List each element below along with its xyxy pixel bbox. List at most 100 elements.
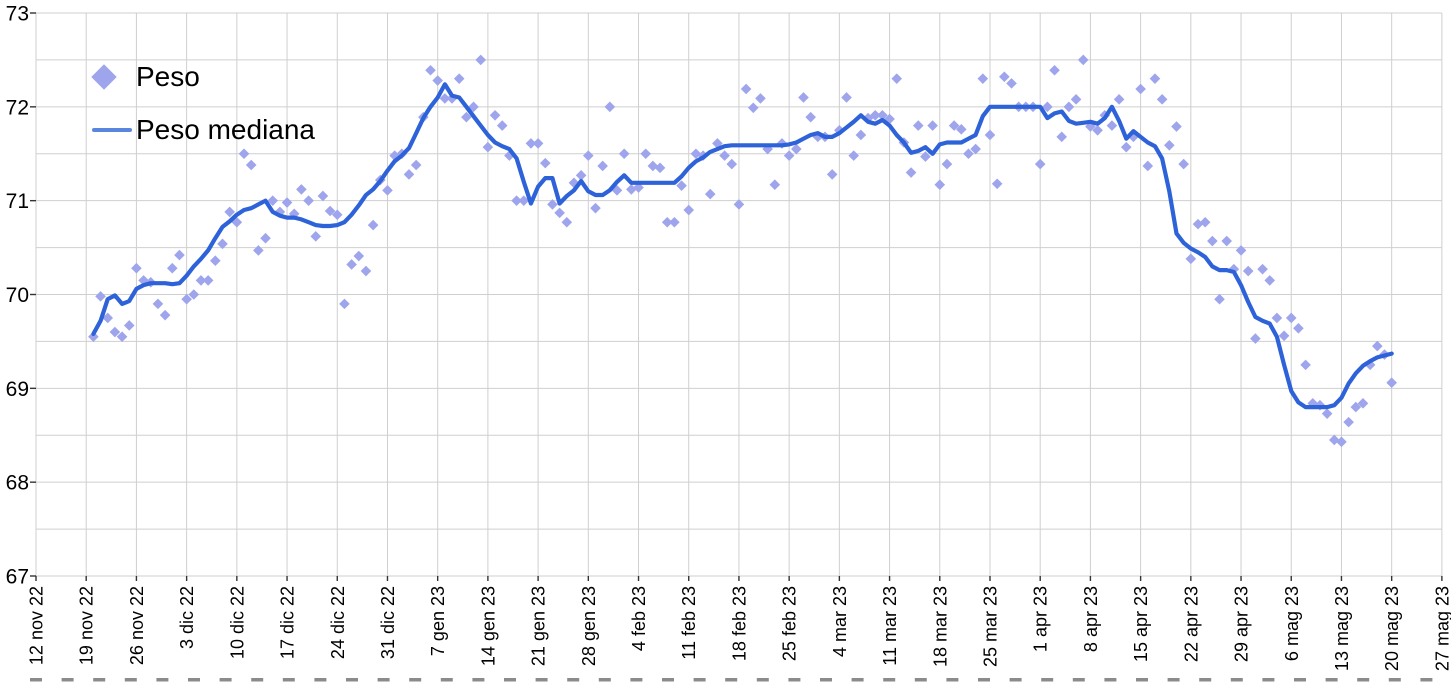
- scatter-point[interactable]: [783, 150, 795, 161]
- scatter-point[interactable]: [1006, 78, 1017, 89]
- scatter-point[interactable]: [934, 179, 946, 191]
- scatter-point[interactable]: [123, 320, 135, 331]
- scatter-point[interactable]: [1372, 340, 1383, 352]
- scatter-point[interactable]: [1250, 333, 1261, 344]
- scatter-point[interactable]: [647, 160, 659, 172]
- scatter-point[interactable]: [511, 195, 522, 206]
- scatter-point[interactable]: [999, 71, 1010, 83]
- scatter-point[interactable]: [317, 190, 329, 202]
- scatter-point[interactable]: [719, 150, 730, 161]
- scatter-point[interactable]: [539, 157, 551, 169]
- scatter-point[interactable]: [877, 109, 888, 121]
- scatter-point[interactable]: [152, 298, 164, 310]
- scatter-point[interactable]: [109, 326, 121, 338]
- scatter-point[interactable]: [661, 216, 673, 228]
- scatter-point[interactable]: [489, 109, 501, 121]
- scatter-point[interactable]: [1128, 131, 1139, 143]
- scatter-point[interactable]: [195, 275, 207, 286]
- scatter-point[interactable]: [683, 204, 695, 216]
- scatter-point[interactable]: [439, 93, 451, 104]
- scatter-point[interactable]: [654, 162, 666, 174]
- scatter-point[interactable]: [504, 150, 515, 161]
- scatter-point[interactable]: [676, 180, 687, 191]
- scatter-point[interactable]: [224, 206, 235, 218]
- scatter-point[interactable]: [518, 195, 530, 206]
- scatter-point[interactable]: [769, 179, 781, 191]
- scatter-point[interactable]: [1049, 64, 1060, 76]
- scatter-point[interactable]: [138, 275, 149, 286]
- scatter-point[interactable]: [970, 143, 981, 155]
- scatter-point[interactable]: [798, 92, 809, 103]
- scatter-point[interactable]: [640, 148, 651, 160]
- scatter-point[interactable]: [1336, 436, 1347, 448]
- scatter-point[interactable]: [1171, 121, 1182, 132]
- scatter-point[interactable]: [575, 170, 587, 181]
- scatter-point[interactable]: [360, 265, 372, 277]
- scatter-point[interactable]: [1242, 265, 1254, 277]
- scatter-point[interactable]: [841, 92, 852, 103]
- scatter-point[interactable]: [1185, 253, 1197, 265]
- scatter-point[interactable]: [238, 148, 250, 160]
- scatter-point[interactable]: [166, 262, 178, 274]
- scatter-point[interactable]: [1321, 408, 1333, 419]
- scatter-point[interactable]: [855, 129, 867, 141]
- scatter-point[interactable]: [267, 195, 279, 206]
- scatter-point[interactable]: [202, 275, 214, 286]
- scatter-point[interactable]: [905, 167, 917, 178]
- scatter-point[interactable]: [159, 309, 171, 321]
- scatter-point[interactable]: [217, 238, 228, 250]
- scatter-point[interactable]: [1235, 245, 1247, 256]
- scatter-point[interactable]: [1164, 140, 1175, 151]
- scatter-point[interactable]: [339, 298, 350, 310]
- scatter-point[interactable]: [310, 231, 322, 242]
- scatter-point[interactable]: [1264, 275, 1276, 286]
- scatter-point[interactable]: [188, 289, 200, 300]
- scatter-point[interactable]: [920, 151, 931, 162]
- scatter-point[interactable]: [1042, 101, 1053, 113]
- scatter-point[interactable]: [941, 158, 953, 170]
- scatter-point[interactable]: [288, 208, 300, 220]
- scatter-point[interactable]: [303, 195, 314, 206]
- scatter-point[interactable]: [353, 250, 365, 262]
- scatter-point[interactable]: [496, 120, 508, 131]
- scatter-point[interactable]: [525, 138, 537, 149]
- peso-mediana-line[interactable]: [91, 82, 1394, 410]
- scatter-point[interactable]: [547, 199, 558, 210]
- scatter-point[interactable]: [927, 120, 938, 131]
- scatter-point[interactable]: [755, 93, 766, 104]
- scatter-point[interactable]: [826, 169, 838, 180]
- scatter-point[interactable]: [253, 245, 264, 256]
- scatter-point[interactable]: [1386, 377, 1397, 389]
- scatter-point[interactable]: [88, 331, 99, 343]
- scatter-point[interactable]: [432, 75, 443, 86]
- scatter-point[interactable]: [1070, 94, 1082, 105]
- scatter-point[interactable]: [324, 205, 336, 217]
- scatter-point[interactable]: [1293, 322, 1304, 334]
- scatter-point[interactable]: [389, 150, 400, 161]
- scatter-point[interactable]: [1063, 101, 1075, 113]
- scatter-point[interactable]: [561, 216, 573, 228]
- scatter-point[interactable]: [740, 83, 752, 95]
- scatter-point[interactable]: [453, 73, 465, 84]
- scatter-point[interactable]: [583, 150, 594, 161]
- scatter-point[interactable]: [245, 159, 257, 171]
- scatter-point[interactable]: [604, 101, 616, 113]
- scatter-point[interactable]: [848, 150, 860, 161]
- scatter-point[interactable]: [1300, 359, 1311, 371]
- scatter-point[interactable]: [367, 219, 379, 231]
- scatter-point[interactable]: [984, 129, 996, 141]
- scatter-point[interactable]: [590, 202, 601, 214]
- scatter-point[interactable]: [1271, 312, 1283, 324]
- scatter-point[interactable]: [382, 185, 393, 196]
- scatter-point[interactable]: [1113, 94, 1125, 105]
- scatter-point[interactable]: [1156, 94, 1168, 105]
- scatter-point[interactable]: [1214, 293, 1225, 305]
- scatter-point[interactable]: [181, 293, 192, 305]
- scatter-point[interactable]: [403, 169, 415, 180]
- scatter-point[interactable]: [1034, 158, 1046, 170]
- scatter-point[interactable]: [1357, 398, 1369, 409]
- scatter-point[interactable]: [260, 232, 271, 244]
- scatter-point[interactable]: [1120, 141, 1132, 153]
- scatter-point[interactable]: [95, 291, 106, 302]
- scatter-point[interactable]: [669, 216, 680, 228]
